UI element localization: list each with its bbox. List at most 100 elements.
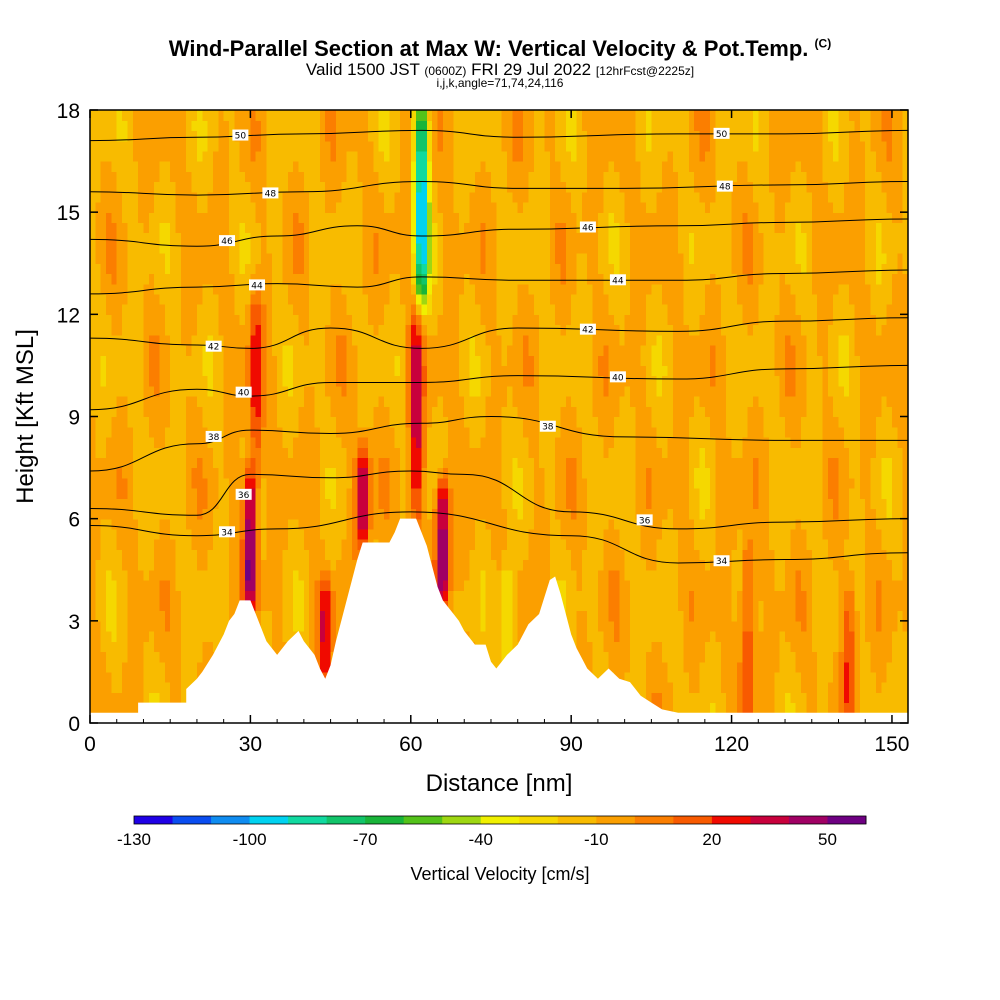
velocity-cell (512, 559, 519, 571)
velocity-cell (159, 120, 166, 132)
velocity-cell (309, 385, 316, 397)
velocity-cell (255, 436, 262, 448)
velocity-cell (271, 631, 278, 642)
velocity-cell (421, 447, 428, 458)
velocity-cell (512, 406, 519, 418)
velocity-cell (196, 559, 203, 571)
velocity-cell (512, 263, 519, 275)
velocity-cell (138, 457, 145, 469)
velocity-cell (218, 110, 225, 121)
velocity-cell (368, 273, 374, 285)
velocity-cell (357, 242, 364, 254)
velocity-cell (496, 457, 503, 469)
velocity-cell (490, 293, 497, 305)
velocity-cell (512, 385, 519, 397)
velocity-cell (512, 253, 519, 264)
velocity-cell (357, 201, 364, 213)
velocity-cell (138, 508, 145, 520)
velocity-cell (175, 263, 182, 275)
velocity-cell (330, 610, 337, 622)
velocity-cell (448, 110, 455, 121)
velocity-cell (448, 150, 455, 162)
velocity-cell (138, 344, 145, 356)
velocity-cell (116, 416, 123, 428)
velocity-cell (90, 620, 96, 632)
velocity-cell (405, 396, 412, 407)
velocity-cell (325, 365, 332, 377)
velocity-cell (303, 416, 310, 428)
velocity-cell (426, 436, 433, 448)
velocity-cell (351, 222, 358, 234)
velocity-cell (330, 130, 337, 142)
velocity-cell (154, 242, 161, 254)
velocity-cell (250, 396, 257, 407)
velocity-cell (389, 110, 396, 121)
velocity-cell (496, 498, 503, 510)
velocity-cell (250, 559, 257, 571)
velocity-cell (373, 263, 380, 275)
velocity-cell (293, 283, 300, 295)
velocity-cell (325, 508, 332, 520)
velocity-cell (159, 385, 166, 397)
velocity-cell (330, 620, 337, 632)
velocity-cell (448, 559, 455, 571)
velocity-cell (245, 559, 251, 571)
velocity-cell (512, 110, 519, 121)
velocity-cell (164, 242, 171, 254)
velocity-cell (480, 161, 487, 172)
velocity-cell (122, 590, 129, 601)
velocity-cell (218, 508, 225, 520)
velocity-cell (421, 436, 428, 448)
velocity-cell (293, 477, 300, 489)
velocity-cell (453, 396, 460, 407)
velocity-cell (255, 130, 262, 142)
velocity-cell (474, 477, 481, 489)
velocity-cell (138, 396, 145, 407)
velocity-cell (282, 242, 289, 254)
velocity-cell (523, 201, 530, 213)
velocity-cell (186, 344, 193, 356)
velocity-cell (389, 457, 396, 469)
velocity-cell (95, 334, 102, 346)
velocity-cell (261, 396, 268, 407)
velocity-cell (229, 140, 235, 152)
velocity-cell (261, 620, 268, 632)
velocity-cell (341, 232, 348, 244)
velocity-cell (469, 120, 476, 132)
velocity-cell (111, 488, 118, 499)
velocity-cell (351, 273, 358, 285)
velocity-cell (159, 682, 166, 693)
velocity-cell (111, 641, 118, 653)
velocity-cell (400, 171, 407, 183)
velocity-cell (202, 436, 209, 448)
velocity-cell (90, 692, 96, 704)
velocity-cell (122, 222, 129, 234)
velocity-cell (207, 293, 214, 305)
velocity-cell (223, 293, 230, 305)
velocity-cell (298, 344, 305, 356)
velocity-cell (373, 161, 380, 172)
velocity-cell (298, 631, 305, 642)
velocity-cell (196, 365, 203, 377)
velocity-cell (309, 201, 316, 213)
velocity-cell (309, 222, 316, 234)
velocity-cell (368, 447, 374, 458)
velocity-cell (212, 161, 219, 172)
velocity-cell (303, 396, 310, 407)
velocity-cell (432, 406, 439, 418)
velocity-cell (517, 539, 524, 550)
velocity-cell (143, 365, 150, 377)
velocity-cell (330, 518, 337, 530)
velocity-cell (378, 355, 385, 367)
velocity-cell (512, 498, 519, 510)
velocity-cell (250, 110, 257, 121)
velocity-cell (255, 314, 262, 326)
velocity-cell (138, 671, 145, 683)
velocity-cell (389, 355, 396, 367)
velocity-cell (223, 324, 230, 336)
velocity-cell (250, 293, 257, 305)
velocity-cell (389, 375, 396, 387)
velocity-cell (325, 590, 332, 601)
velocity-cell (325, 457, 332, 469)
velocity-cell (175, 222, 182, 234)
